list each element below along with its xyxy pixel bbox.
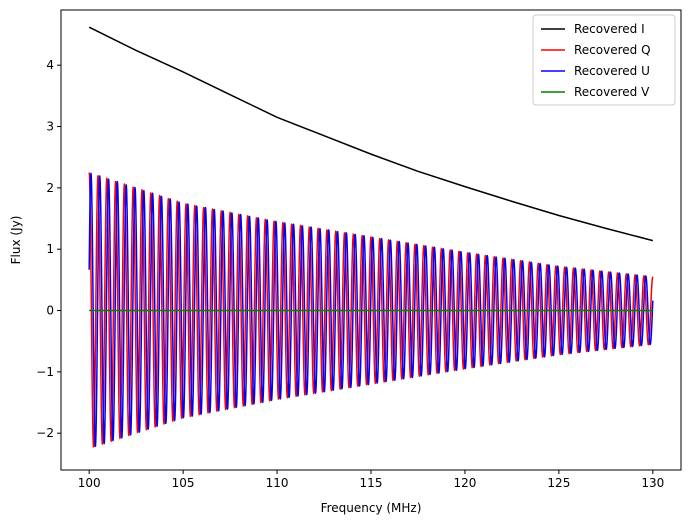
series-layer <box>88 26 654 448</box>
y-tick-label: −1 <box>36 365 54 379</box>
y-tick-label: 4 <box>46 58 54 72</box>
x-tick-label: 120 <box>453 476 476 490</box>
x-tick-label: 105 <box>172 476 195 490</box>
legend-label: Recovered U <box>574 64 650 78</box>
y-tick-label: 3 <box>46 120 54 134</box>
x-tick-label: 125 <box>547 476 570 490</box>
x-tick-label: 100 <box>78 476 101 490</box>
y-tick-label: 1 <box>46 242 54 256</box>
y-tick-label: 0 <box>46 304 54 318</box>
legend-label: Recovered V <box>574 85 650 99</box>
legend-box <box>532 14 676 106</box>
legend-label: Recovered Q <box>574 43 651 57</box>
series-line-recovered-i <box>88 26 654 242</box>
x-tick-label: 115 <box>360 476 383 490</box>
y-tick-label: −2 <box>36 426 54 440</box>
legend: Recovered I Recovered Q Recovered U Recover… <box>532 14 676 106</box>
x-axis: 100 105 110 115 120 125 130 <box>78 470 664 490</box>
y-axis: −2 −1 0 1 2 3 4 <box>36 58 61 440</box>
legend-label: Recovered I <box>574 22 645 36</box>
series-line-recovered-q <box>88 172 654 448</box>
y-tick-label: 2 <box>46 181 54 195</box>
series-line-recovered-u <box>88 172 654 448</box>
y-axis-label: Flux (Jy) <box>9 216 23 265</box>
x-tick-label: 130 <box>641 476 664 490</box>
x-tick-label: 110 <box>266 476 289 490</box>
x-axis-label: Frequency (MHz) <box>321 501 422 515</box>
